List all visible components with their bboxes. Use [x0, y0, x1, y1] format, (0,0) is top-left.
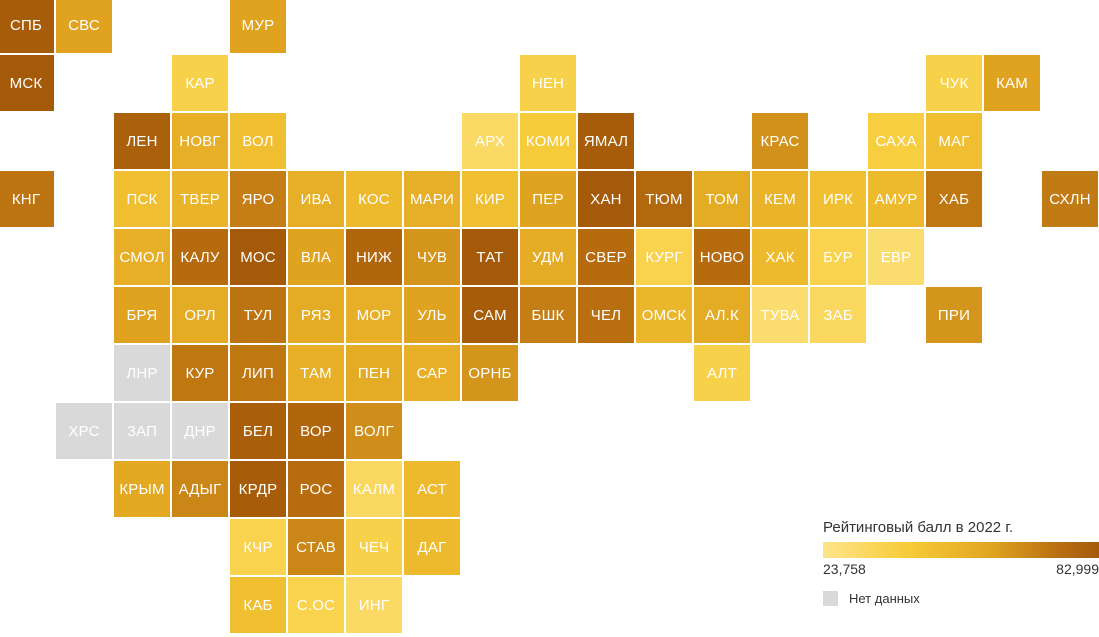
region-tile[interactable]: ХАК [752, 229, 808, 285]
region-tile[interactable]: ДНР [172, 403, 228, 459]
region-tile[interactable]: КАБ [230, 577, 286, 633]
region-tile[interactable]: УДМ [520, 229, 576, 285]
region-tile[interactable]: КРЫМ [114, 461, 170, 517]
region-tile[interactable]: МСК [0, 55, 54, 111]
region-tile[interactable]: ЯРО [230, 171, 286, 227]
region-tile[interactable]: АМУР [868, 171, 924, 227]
legend: Рейтинговый балл в 2022 г. 23,758 82,999… [823, 519, 1099, 606]
region-tile[interactable]: КИР [462, 171, 518, 227]
region-tile[interactable]: ПЕР [520, 171, 576, 227]
region-tile[interactable]: МОС [230, 229, 286, 285]
region-tile[interactable]: НОВГ [172, 113, 228, 169]
region-tile[interactable]: СМОЛ [114, 229, 170, 285]
region-tile[interactable]: НЕН [520, 55, 576, 111]
region-tile[interactable]: АЛТ [694, 345, 750, 401]
region-tile[interactable]: САР [404, 345, 460, 401]
region-tile[interactable]: ЧЕЛ [578, 287, 634, 343]
region-tile[interactable]: АЛ.К [694, 287, 750, 343]
region-tile[interactable]: АДЫГ [172, 461, 228, 517]
legend-no-data: Нет данных [823, 591, 1099, 606]
region-tile[interactable]: ВОЛГ [346, 403, 402, 459]
region-tile[interactable]: ЧЕЧ [346, 519, 402, 575]
region-tile[interactable]: ТУЛ [230, 287, 286, 343]
region-tile[interactable]: ОМСК [636, 287, 692, 343]
region-tile[interactable]: ЧУВ [404, 229, 460, 285]
region-tile[interactable]: ИВА [288, 171, 344, 227]
region-tile[interactable]: ПРИ [926, 287, 982, 343]
region-tile[interactable]: ВОЛ [230, 113, 286, 169]
region-tile[interactable]: КОС [346, 171, 402, 227]
region-tile[interactable]: БЕЛ [230, 403, 286, 459]
region-tile[interactable]: НИЖ [346, 229, 402, 285]
region-tile[interactable]: НОВО [694, 229, 750, 285]
region-tile[interactable]: ЧУК [926, 55, 982, 111]
region-tile[interactable]: СХЛН [1042, 171, 1098, 227]
region-tile[interactable]: ИНГ [346, 577, 402, 633]
region-tile[interactable]: ОРНБ [462, 345, 518, 401]
region-tile[interactable]: ПЕН [346, 345, 402, 401]
region-tile[interactable]: КРДР [230, 461, 286, 517]
region-tile[interactable]: КАЛМ [346, 461, 402, 517]
region-tile[interactable]: ВЛА [288, 229, 344, 285]
region-tile[interactable]: САМ [462, 287, 518, 343]
no-data-swatch [823, 591, 838, 606]
legend-min: 23,758 [823, 561, 866, 577]
region-tile[interactable]: БРЯ [114, 287, 170, 343]
region-tile[interactable]: МАРИ [404, 171, 460, 227]
region-tile[interactable]: ВОР [288, 403, 344, 459]
region-tile[interactable]: КОМИ [520, 113, 576, 169]
region-tile[interactable]: ХАН [578, 171, 634, 227]
region-tile[interactable]: ЛЕН [114, 113, 170, 169]
region-tile[interactable]: ЗАП [114, 403, 170, 459]
region-tile[interactable]: КЧР [230, 519, 286, 575]
no-data-label: Нет данных [849, 591, 920, 606]
region-tile[interactable]: КУРГ [636, 229, 692, 285]
region-tile[interactable]: УЛЬ [404, 287, 460, 343]
region-tile[interactable]: ПСК [114, 171, 170, 227]
region-tile[interactable]: КАМ [984, 55, 1040, 111]
region-tile[interactable]: МОР [346, 287, 402, 343]
region-tile[interactable]: БШК [520, 287, 576, 343]
region-tile[interactable]: КНГ [0, 171, 54, 227]
region-tile[interactable]: БУР [810, 229, 866, 285]
legend-max: 82,999 [1056, 561, 1099, 577]
region-tile[interactable]: САХА [868, 113, 924, 169]
region-tile[interactable]: КРАС [752, 113, 808, 169]
region-tile[interactable]: ИРК [810, 171, 866, 227]
region-tile[interactable]: ТУВА [752, 287, 808, 343]
region-tile[interactable]: СПБ [0, 0, 54, 53]
region-tile[interactable]: РОС [288, 461, 344, 517]
region-tile[interactable]: ОРЛ [172, 287, 228, 343]
region-tile[interactable]: МАГ [926, 113, 982, 169]
region-tile[interactable]: КЕМ [752, 171, 808, 227]
region-tile[interactable]: СТАВ [288, 519, 344, 575]
region-tile[interactable]: СВЕР [578, 229, 634, 285]
region-tile[interactable]: ЗАБ [810, 287, 866, 343]
region-tile[interactable]: ТОМ [694, 171, 750, 227]
legend-color-scale [823, 542, 1099, 558]
region-tile[interactable]: ТАТ [462, 229, 518, 285]
region-tile[interactable]: ТЮМ [636, 171, 692, 227]
region-tile[interactable]: МУР [230, 0, 286, 53]
region-tile[interactable]: ХАБ [926, 171, 982, 227]
region-tile[interactable]: ТВЕР [172, 171, 228, 227]
region-tile[interactable]: ЯМАЛ [578, 113, 634, 169]
region-tile[interactable]: КАЛУ [172, 229, 228, 285]
region-tile[interactable]: КАР [172, 55, 228, 111]
region-tile[interactable]: ЛИП [230, 345, 286, 401]
legend-range: 23,758 82,999 [823, 561, 1099, 577]
region-tile[interactable]: КУР [172, 345, 228, 401]
region-tile[interactable]: ЕВР [868, 229, 924, 285]
region-tile[interactable]: ХРС [56, 403, 112, 459]
region-tile[interactable]: ЛНР [114, 345, 170, 401]
region-tile[interactable]: СВС [56, 0, 112, 53]
region-tile[interactable]: ТАМ [288, 345, 344, 401]
region-tile[interactable]: РЯЗ [288, 287, 344, 343]
region-tile[interactable]: АСТ [404, 461, 460, 517]
region-tile[interactable]: ДАГ [404, 519, 460, 575]
region-tile[interactable]: С.ОС [288, 577, 344, 633]
legend-title: Рейтинговый балл в 2022 г. [823, 519, 1014, 536]
region-tile[interactable]: АРХ [462, 113, 518, 169]
